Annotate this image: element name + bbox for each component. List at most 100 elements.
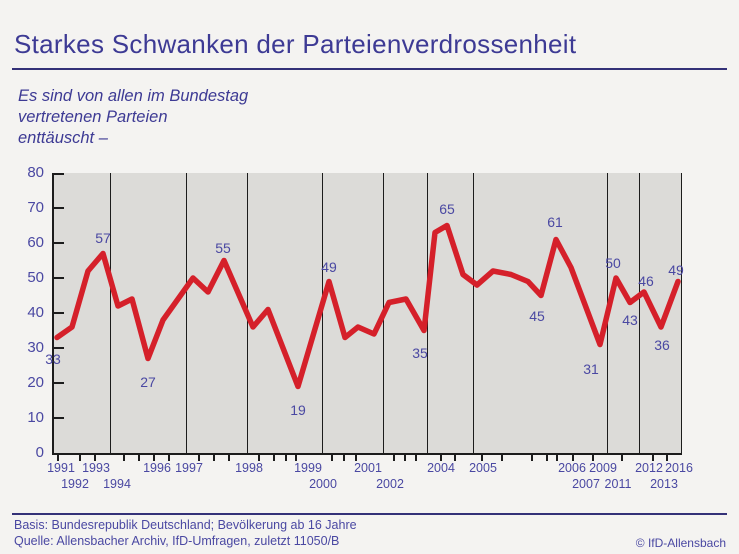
axis-tick [501, 455, 503, 461]
axis-tick [285, 455, 287, 461]
x-axis-year-label: 1993 [82, 461, 110, 475]
value-label: 43 [622, 311, 638, 328]
basis-note: Basis: Bundesrepublik Deutschland; Bevöl… [14, 518, 357, 532]
trend-line [54, 222, 681, 390]
axis-tick [295, 455, 297, 461]
y-axis-label: 80 [27, 164, 44, 181]
y-axis-tick [54, 312, 64, 314]
x-axis-year-label: 2013 [650, 477, 678, 491]
axis-tick [213, 455, 215, 461]
trend-line-svg [54, 222, 681, 390]
axis-tick [228, 455, 230, 461]
value-label: 49 [321, 258, 337, 275]
footer-rule [12, 513, 727, 515]
axis-tick [440, 455, 442, 461]
y-axis-tick [54, 277, 64, 279]
x-axis-year-label: 1999 [294, 461, 322, 475]
x-axis-year-label: 1994 [103, 477, 131, 491]
y-axis-tick [54, 347, 64, 349]
copyright-note: © IfD-Allensbach [635, 536, 726, 550]
title-rule [12, 68, 727, 70]
axis-tick [258, 455, 260, 461]
axis-tick [415, 455, 417, 461]
x-axis-year-label: 2005 [469, 461, 497, 475]
x-axis-year-label: 1998 [235, 461, 263, 475]
y-axis-label: 0 [35, 444, 44, 461]
axis-tick [556, 455, 558, 461]
axis-tick [666, 455, 668, 461]
axis-tick [592, 455, 594, 461]
y-axis-label: 70 [27, 199, 44, 216]
value-label: 19 [290, 401, 306, 418]
y-axis-label: 50 [27, 269, 44, 286]
source-note: Quelle: Allensbacher Archiv, IfD-Umfrage… [14, 534, 340, 548]
axis-tick [123, 455, 125, 461]
x-axis-year-label: 2007 [572, 477, 600, 491]
x-axis-year-label: 2006 [558, 461, 586, 475]
subtitle-line-2: vertretenen Parteien [18, 108, 168, 126]
axis-tick [79, 455, 81, 461]
axis-tick [94, 455, 96, 461]
value-label: 27 [140, 373, 156, 390]
value-label: 55 [215, 239, 231, 256]
axis-tick [343, 455, 345, 461]
y-axis-tick [54, 207, 64, 209]
subtitle-line-3: enttäuscht – [18, 129, 108, 147]
y-axis-tick [54, 417, 64, 419]
axis-tick [153, 455, 155, 461]
value-label: 65 [439, 200, 455, 217]
value-label: 49 [668, 261, 684, 278]
axis-tick [355, 455, 357, 461]
value-label: 50 [605, 255, 621, 271]
year-gridline [638, 173, 640, 453]
axis-tick [652, 455, 654, 461]
plot-area: 33 57 27 55 19 49 35 65 45 61 31 50 43 46 36 49 [45, 173, 684, 461]
value-label: 31 [583, 360, 599, 377]
x-axis-year-label: 2004 [427, 461, 455, 475]
x-axis-year-label: 1992 [61, 477, 89, 491]
x-axis-year-label: 2009 [589, 461, 617, 475]
value-label: 46 [638, 273, 654, 289]
year-gridline [185, 173, 187, 453]
x-axis-year-label: 2016 [665, 461, 693, 475]
axis-tick [531, 455, 533, 461]
x-axis-year-label: 2001 [354, 461, 382, 475]
y-axis-tick [54, 242, 64, 244]
axis-tick [331, 455, 333, 461]
y-axis-label: 60 [27, 234, 44, 251]
axis-tick [481, 455, 483, 461]
x-axis-year-label: 2011 [604, 477, 632, 491]
year-gridline [109, 173, 111, 453]
x-axis-year-label: 2000 [309, 477, 337, 491]
value-label: 61 [547, 213, 563, 230]
y-axis-label: 10 [27, 409, 44, 426]
x-axis-year-label: 1991 [47, 461, 75, 475]
axis-tick [454, 455, 456, 461]
axis-tick [621, 455, 623, 461]
y-axis-label: 30 [27, 339, 44, 356]
value-label: 45 [529, 307, 545, 324]
x-axis-year-label: 2002 [376, 477, 404, 491]
axis-tick [572, 455, 574, 461]
year-gridline [472, 173, 474, 453]
chart-subtitle: Es sind von allen im Bundestag vertreten… [18, 86, 248, 149]
x-axis-year-label: 1996 [143, 461, 171, 475]
y-axis-label: 20 [27, 374, 44, 391]
value-label: 33 [45, 350, 61, 367]
axis-tick [138, 455, 140, 461]
subtitle-line-1: Es sind von allen im Bundestag [18, 87, 249, 105]
axis-tick [198, 455, 200, 461]
axis-tick [168, 455, 170, 461]
x-axis-year-label: 1997 [175, 461, 203, 475]
axis-tick [57, 455, 59, 461]
value-label: 57 [95, 229, 111, 246]
y-axis-tick [54, 173, 64, 175]
axis-tick [546, 455, 548, 461]
axis-tick [404, 455, 406, 461]
value-label: 36 [654, 337, 670, 353]
axis-tick [273, 455, 275, 461]
x-axis-year-label: 2012 [635, 461, 663, 475]
y-axis-tick [54, 382, 64, 384]
